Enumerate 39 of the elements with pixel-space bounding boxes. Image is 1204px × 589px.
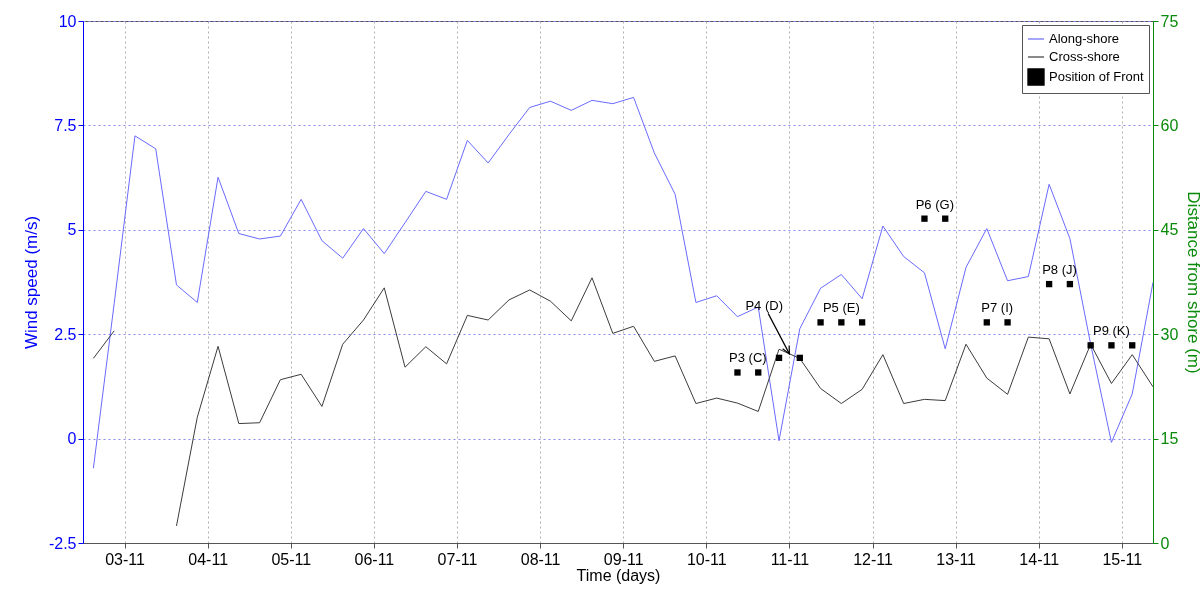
x-tick-label: 06-11 (354, 550, 395, 568)
y2-tick-label: 60 (1160, 116, 1179, 134)
x-tick-label: 11-11 (770, 550, 810, 568)
y2-tick-label: 15 (1160, 430, 1179, 448)
y-tick-label: -2.5 (48, 534, 77, 552)
y2-tick-label: 0 (1160, 534, 1170, 552)
y2-tick-label: 75 (1160, 12, 1179, 30)
y-tick-label: 7.5 (54, 116, 77, 134)
y2-tick-label: 45 (1160, 221, 1179, 239)
y-tick-label: 2.5 (54, 325, 77, 343)
x-tick-label: 14-11 (1019, 550, 1060, 568)
annotation: P8 (J) (1042, 262, 1077, 278)
annotation: P6 (G) (915, 196, 954, 212)
line-series (92, 96, 1153, 469)
y-tick-label: 0 (67, 430, 77, 448)
y-tick-label: 5 (67, 221, 77, 239)
x-tick-label: 03-11 (105, 550, 146, 568)
x-axis-title: Time (days) (576, 566, 661, 584)
y2-tick-label: 30 (1160, 325, 1179, 343)
legend-label: Along-shore (1049, 31, 1120, 46)
x-tick-label: 05-11 (271, 550, 312, 568)
x-tick-label: 10-11 (686, 550, 727, 568)
x-tick-label: 12-11 (853, 550, 893, 568)
annotation: P3 (C) (729, 350, 767, 366)
legend-label: Position of Front (1049, 69, 1145, 84)
y-tick-label: 10 (58, 12, 77, 30)
x-tick-label: 15-11 (1102, 550, 1143, 568)
x-tick-label: 13-11 (936, 550, 977, 568)
annotation: P7 (I) (981, 300, 1014, 316)
x-tick-label: 04-11 (188, 550, 229, 568)
y-axis-title: Wind speed (m/s) (21, 215, 41, 350)
x-tick-label: 08-11 (520, 550, 561, 568)
x-tick-label: 07-11 (437, 550, 478, 568)
y2-axis-title: Distance from shore (m) (1184, 191, 1204, 374)
legend-label: Cross-shore (1049, 49, 1120, 64)
annotation: P9 (K) (1093, 323, 1130, 339)
annotation: P4 (D) (745, 297, 783, 313)
x-tick-label: 09-11 (603, 550, 644, 568)
annotation: P5 (E) (822, 300, 860, 316)
